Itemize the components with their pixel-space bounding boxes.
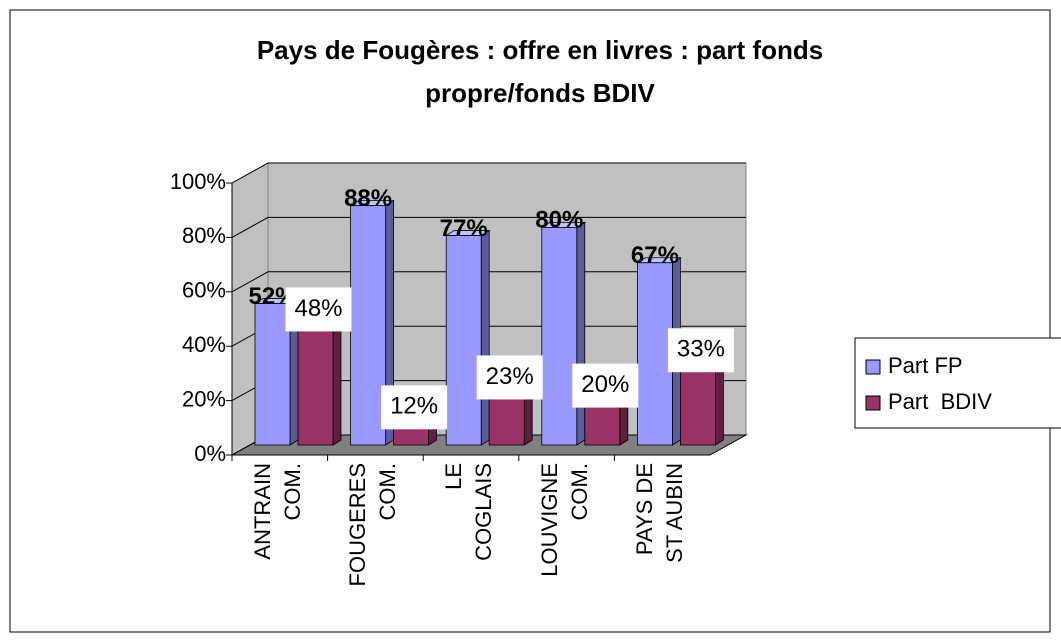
data-label: 48% — [294, 295, 342, 322]
y-tick-label: 100% — [170, 169, 226, 194]
data-label: 20% — [581, 371, 629, 398]
legend-label: Part BDIV — [888, 389, 992, 414]
legend-label: Part FP — [888, 353, 963, 378]
y-tick-label: 0% — [194, 441, 226, 466]
legend-box — [854, 337, 1061, 429]
data-label-box — [285, 287, 352, 332]
data-label: 80% — [535, 207, 583, 234]
data-label-box — [572, 363, 639, 408]
y-tick-label: 40% — [182, 332, 226, 357]
data-label: 23% — [486, 363, 534, 390]
bar-side — [576, 221, 586, 446]
data-label: 88% — [344, 185, 392, 212]
data-label-box — [381, 385, 448, 430]
data-label-box — [476, 355, 543, 400]
bar — [445, 235, 482, 446]
x-tick-label: PAYS DE ST AUBIN — [632, 463, 688, 563]
grid-line — [231, 271, 746, 293]
x-tick-label: FOUGERES COM. — [345, 463, 401, 587]
y-tick-label: 60% — [182, 278, 226, 303]
bar — [350, 205, 387, 446]
bar-side — [480, 229, 490, 446]
bar — [541, 226, 578, 446]
y-tick-label: 20% — [182, 386, 226, 411]
chart-subtitle: propre/fonds BDIV — [425, 78, 655, 108]
grid-line — [231, 216, 746, 238]
chart-title: Pays de Fougères : offre en livres : par… — [257, 35, 823, 65]
y-tick-label: 80% — [182, 223, 226, 248]
x-tick-label: LOUVIGNE COM. — [536, 463, 592, 577]
legend-swatch — [865, 395, 881, 411]
data-label: 77% — [440, 215, 488, 242]
data-label: 67% — [631, 242, 679, 269]
x-tick-label: LE COGLAIS — [441, 463, 496, 561]
data-label: 12% — [390, 393, 438, 420]
x-tick-label: ANTRAIN COM. — [249, 463, 305, 560]
bar — [254, 303, 291, 446]
bar — [637, 262, 673, 446]
grid-line — [231, 162, 746, 184]
data-label-box — [667, 328, 734, 373]
legend-swatch — [865, 359, 881, 375]
data-label: 33% — [677, 336, 725, 363]
bar — [297, 314, 334, 446]
